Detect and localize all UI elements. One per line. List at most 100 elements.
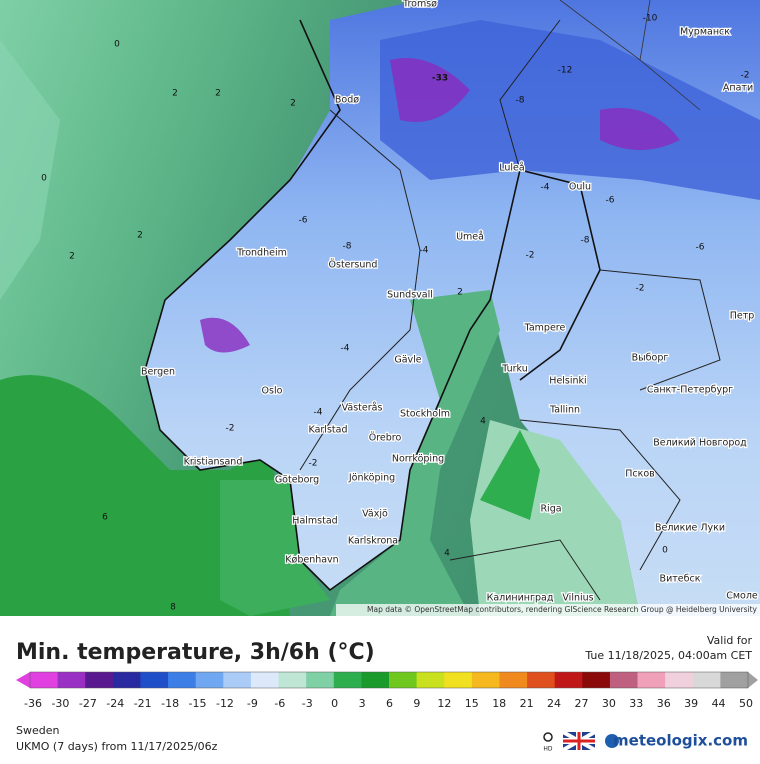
colorbar-segment: [692, 672, 721, 688]
colorbar-tick-label: 27: [574, 697, 588, 710]
city-label: Kristiansand: [184, 457, 243, 468]
colorbar-segment: [30, 672, 59, 688]
city-label: Halmstad: [292, 516, 337, 527]
colorbar-segment: [416, 672, 445, 688]
colorbar: -36 -30 -27 -24 -21 -18 -15 -12 -9 -6 -3 0 3 6 9 12 15 18…: [16, 671, 758, 710]
isoline-label: 2: [137, 231, 143, 241]
attribution-bg: [336, 604, 760, 616]
city-label: Калининград: [487, 593, 554, 604]
colorbar-segment: [720, 672, 749, 688]
colorbar-segment: [57, 672, 86, 688]
isoline-label: -6: [696, 243, 705, 253]
city-label: Gävle: [394, 355, 421, 366]
city-label: Санкт-Петербург: [647, 385, 733, 396]
city-label: Tampere: [524, 323, 566, 334]
valid-label: Valid for: [707, 634, 753, 647]
isoline-label: -2: [309, 459, 318, 469]
colorbar-tick-label: -18: [161, 697, 179, 710]
brand-logo[interactable]: [605, 734, 619, 748]
colorbar-segment: [582, 672, 611, 688]
colorbar-tick-label: 21: [520, 697, 534, 710]
colorbar-tick-label: -6: [274, 697, 285, 710]
isoline-label: -10: [643, 14, 658, 24]
isoline-label: -33: [432, 74, 448, 84]
isoline-label: 4: [480, 417, 486, 427]
colorbar-segment: [250, 672, 280, 688]
isoline-label: -6: [299, 216, 308, 226]
colorbar-tick-label: -27: [79, 697, 97, 710]
attribution: Map data © OpenStreetMap contributors, r…: [367, 605, 758, 614]
colorbar-frame: [29, 671, 749, 689]
isoline-label: -12: [558, 66, 573, 76]
city-label: Витебск: [660, 574, 701, 585]
isoline-label: 2: [457, 288, 463, 298]
city-label: Norrköping: [392, 454, 444, 465]
colorbar-tick-label: -15: [189, 697, 207, 710]
model-run: UKMO (7 days) from 11/17/2025/06z: [16, 740, 218, 753]
colorbar-segment: [637, 672, 666, 688]
colorbar-tick-label: -24: [106, 697, 124, 710]
isoline-label: -2: [226, 424, 235, 434]
isoline-label: -4: [341, 344, 350, 354]
valid-date: Tue 11/18/2025, 04:00am CET: [584, 649, 752, 662]
uk-flag[interactable]: [562, 730, 596, 752]
city-label: Bergen: [141, 367, 175, 378]
colorbar-segment: [609, 672, 639, 688]
colorbar-arrow-left: [16, 672, 30, 688]
city-label: Karlstad: [309, 425, 348, 436]
city-label: Luleå: [499, 163, 524, 174]
city-label: Helsinki: [549, 376, 586, 387]
city-label: Västerås: [342, 403, 383, 414]
hd-label[interactable]: HD: [543, 746, 553, 753]
colorbar-tick-label: 3: [359, 697, 366, 710]
colorbar-segment: [389, 672, 418, 688]
colorbar-tick-label: -3: [302, 697, 313, 710]
colorbar-arrow-right: [748, 672, 758, 688]
isoline-label: 2: [290, 99, 296, 109]
isoline-label: 8: [170, 603, 176, 613]
colorbar-tick-label: 30: [602, 697, 616, 710]
city-label: Turku: [501, 364, 528, 375]
colorbar-tick-label: 6: [386, 697, 393, 710]
colorbar-tick-label: -12: [216, 697, 234, 710]
isoline-label: -2: [526, 251, 535, 261]
city-label: Петр: [730, 311, 755, 322]
map: [0, 0, 760, 616]
city-label: Stockholm: [400, 409, 450, 420]
colorbar-segment: [168, 672, 197, 688]
isoline-label: 0: [41, 174, 47, 184]
colorbar-segment: [471, 672, 500, 688]
colorbar-segment: [665, 672, 694, 688]
colorbar-segment: [85, 672, 114, 688]
colorbar-tick-label: 33: [629, 697, 643, 710]
isoline-label: 4: [444, 549, 450, 559]
isoline-label: -4: [314, 408, 323, 418]
city-label: Псков: [625, 469, 655, 480]
isoline-label: -8: [581, 236, 590, 246]
city-label: Växjö: [362, 509, 388, 520]
city-label: Выборг: [632, 353, 669, 364]
isoline-label: -2: [741, 71, 750, 81]
city-label: Мурманск: [680, 27, 730, 38]
colorbar-tick-label: -21: [134, 697, 152, 710]
colorbar-tick-label: 24: [547, 697, 561, 710]
colorbar-segment: [333, 672, 362, 688]
colorbar-segment: [444, 672, 473, 688]
colorbar-segment: [278, 672, 307, 688]
colorbar-segment: [306, 672, 335, 688]
colorbar-tick-label: 18: [492, 697, 506, 710]
city-label: Великие Луки: [655, 523, 725, 534]
search-icon[interactable]: [543, 732, 553, 742]
city-label: Великий Новгород: [653, 438, 747, 449]
colorbar-tick-label: -30: [51, 697, 69, 710]
isoline-label: -6: [606, 196, 615, 206]
colorbar-segment: [112, 672, 141, 688]
colorbar-tick-label: -9: [247, 697, 258, 710]
brand[interactable]: meteologix.com: [613, 732, 748, 750]
colorbar-segment: [195, 672, 224, 688]
colorbar-tick-label: 39: [684, 697, 698, 710]
city-label: Göteborg: [275, 475, 319, 486]
colorbar-tick-label: -36: [24, 697, 42, 710]
colorbar-tick-label: 9: [413, 697, 420, 710]
